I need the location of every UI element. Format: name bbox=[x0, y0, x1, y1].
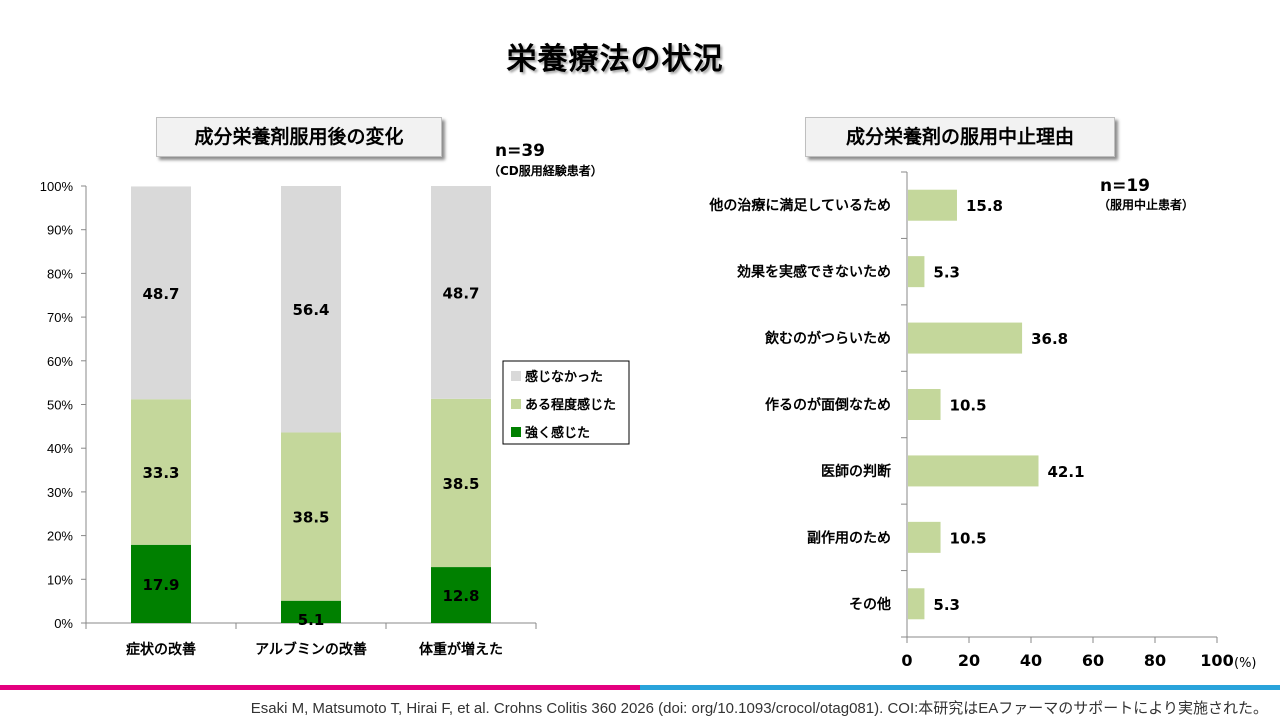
data-label: 42.1 bbox=[1048, 463, 1085, 481]
bar-segment bbox=[281, 600, 341, 623]
legend-box bbox=[502, 360, 630, 445]
data-label: 17.9 bbox=[142, 576, 179, 594]
y-tick-label: 100% bbox=[40, 179, 74, 194]
y-tick-label: 90% bbox=[47, 223, 73, 238]
legend-swatch bbox=[511, 427, 521, 437]
x-tick-label: 80 bbox=[1144, 651, 1166, 670]
bar bbox=[908, 389, 941, 420]
data-label: 48.7 bbox=[142, 285, 179, 303]
bar-segment bbox=[431, 398, 491, 568]
y-tick-label: 40% bbox=[47, 441, 73, 456]
footer-citation: Esaki M, Matsumoto T, Hirai F, et al. Cr… bbox=[250, 700, 1268, 717]
legend-label: 感じなかった bbox=[525, 369, 603, 385]
data-label: 38.5 bbox=[292, 509, 329, 527]
x-tick-label: 20 bbox=[958, 651, 980, 670]
bar-segment bbox=[431, 567, 491, 623]
category-label: 症状の改善 bbox=[126, 641, 196, 658]
data-label: 5.3 bbox=[933, 596, 960, 614]
bar bbox=[908, 189, 957, 221]
left-chart-title: 成分栄養剤服用後の変化 bbox=[156, 117, 442, 157]
bar-segment bbox=[131, 399, 191, 545]
data-label: 36.8 bbox=[1031, 330, 1068, 348]
bar bbox=[908, 455, 1039, 487]
x-unit-label: (%) bbox=[1234, 656, 1257, 671]
bar-segment bbox=[131, 186, 191, 400]
category-label: 飲むのがつらいため bbox=[764, 330, 891, 347]
x-tick-label: 60 bbox=[1082, 651, 1104, 670]
footer-accent-right bbox=[640, 685, 1280, 690]
bar-segment bbox=[281, 432, 341, 601]
y-tick-label: 80% bbox=[47, 266, 73, 281]
data-label: 38.5 bbox=[442, 475, 479, 493]
data-label: 12.8 bbox=[442, 587, 479, 605]
legend-swatch bbox=[511, 371, 521, 381]
left-n-sublabel: （CD服用経験患者） bbox=[488, 164, 603, 178]
category-label: 他の治療に満足しているため bbox=[708, 197, 891, 214]
data-label: 48.7 bbox=[442, 284, 479, 302]
data-label: 5.3 bbox=[933, 264, 960, 282]
right-n-label: n=19 bbox=[1100, 176, 1151, 196]
x-tick-label: 100 bbox=[1200, 651, 1233, 670]
category-label: 副作用のため bbox=[807, 529, 891, 546]
category-label: 医師の判断 bbox=[821, 463, 891, 480]
left-n-label: n=39 bbox=[495, 141, 546, 161]
bar bbox=[908, 521, 941, 553]
legend-swatch bbox=[511, 399, 521, 409]
y-tick-label: 50% bbox=[47, 398, 73, 413]
bar-segment bbox=[281, 186, 341, 433]
data-label: 56.4 bbox=[292, 301, 329, 319]
x-tick-label: 0 bbox=[901, 651, 912, 670]
data-label: 10.5 bbox=[950, 397, 987, 415]
y-tick-label: 10% bbox=[47, 572, 73, 587]
y-tick-label: 20% bbox=[47, 529, 73, 544]
right-n-sublabel: （服用中止患者） bbox=[1098, 198, 1195, 212]
legend-label: 強く感じた bbox=[525, 425, 590, 441]
data-label: 15.8 bbox=[966, 197, 1003, 215]
bar bbox=[908, 256, 925, 288]
bar-segment bbox=[131, 544, 191, 623]
data-label: 10.5 bbox=[950, 529, 987, 547]
data-label: 5.1 bbox=[298, 611, 325, 629]
y-tick-label: 70% bbox=[47, 310, 73, 325]
right-chart-title: 成分栄養剤の服用中止理由 bbox=[805, 117, 1115, 157]
category-label: その他 bbox=[849, 596, 891, 613]
footer-accent-left bbox=[0, 685, 640, 690]
category-label: アルブミンの改善 bbox=[255, 641, 367, 658]
data-label: 33.3 bbox=[142, 464, 179, 482]
y-tick-label: 30% bbox=[47, 485, 73, 500]
bar-segment bbox=[431, 186, 491, 399]
category-label: 効果を実感できないため bbox=[737, 264, 891, 281]
bar bbox=[908, 322, 1023, 354]
category-label: 体重が増えた bbox=[419, 641, 503, 658]
page-title: 栄養療法の状況 bbox=[506, 42, 724, 77]
x-tick-label: 40 bbox=[1020, 651, 1042, 670]
category-label: 作るのが面倒なため bbox=[765, 397, 891, 414]
legend-label: ある程度感じた bbox=[525, 397, 616, 413]
y-tick-label: 0% bbox=[54, 616, 73, 631]
bar bbox=[908, 588, 925, 620]
y-tick-label: 60% bbox=[47, 354, 73, 369]
